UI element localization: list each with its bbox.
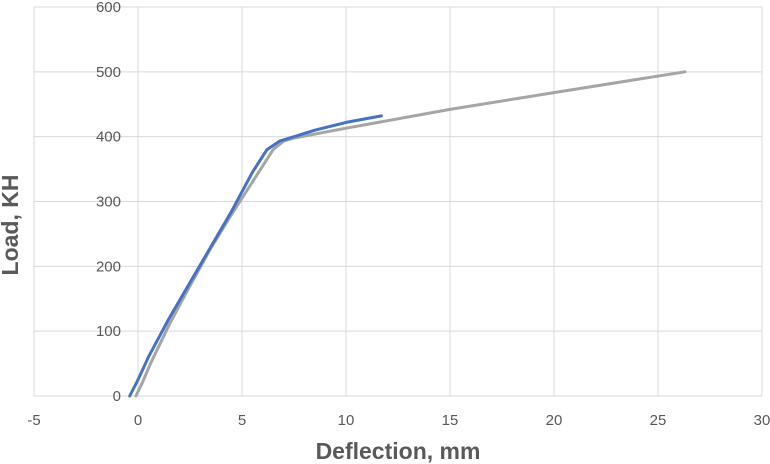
y-tick-label: 100	[96, 323, 121, 340]
series-line-1	[134, 70, 687, 398]
y-axis-ticks: 0 100 200 300 400 500 600	[96, 0, 121, 405]
series-line-2	[128, 114, 383, 398]
x-tick-label: -5	[27, 412, 40, 429]
x-tick-label: 25	[650, 412, 667, 429]
x-tick-label: 10	[338, 412, 355, 429]
x-tick-label: 5	[238, 412, 246, 429]
x-tick-label: 30	[754, 412, 770, 429]
y-tick-label: 0	[113, 388, 121, 405]
y-tick-label: 300	[96, 194, 121, 211]
gridlines	[33, 6, 763, 397]
x-tick-label: 20	[546, 412, 563, 429]
x-tick-label: 0	[134, 412, 142, 429]
y-tick-label: 200	[96, 258, 121, 275]
x-tick-label: 15	[442, 412, 459, 429]
x-axis-ticks: -5 0 5 10 15 20 25 30	[27, 412, 770, 429]
y-axis-title: Load, KH	[0, 175, 23, 276]
y-tick-label: 600	[96, 0, 121, 16]
x-axis-title: Deflection, mm	[316, 438, 481, 464]
series-lines	[128, 70, 687, 398]
y-tick-label: 400	[96, 129, 121, 146]
y-tick-label: 500	[96, 64, 121, 81]
